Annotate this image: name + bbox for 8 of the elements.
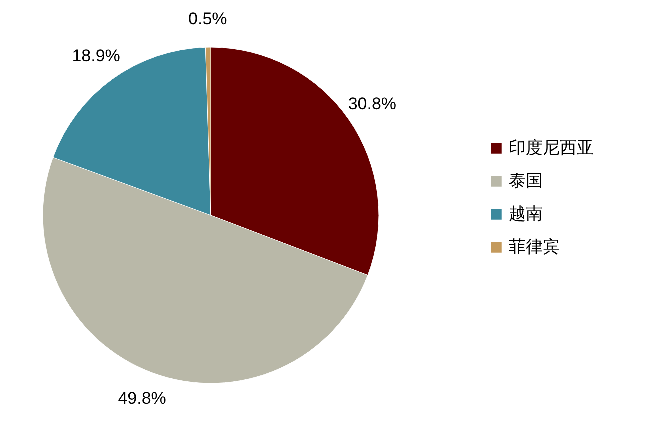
- data-label: 30.8%: [348, 94, 397, 114]
- legend-label: 菲律宾: [509, 238, 560, 256]
- data-label: 49.8%: [118, 389, 166, 408]
- data-label: 18.9%: [72, 46, 120, 66]
- data-label: 0.5%: [188, 10, 228, 29]
- legend-label: 泰国: [509, 172, 543, 190]
- legend-label: 印度尼西亚: [509, 138, 594, 158]
- legend-label: 越南: [509, 204, 543, 224]
